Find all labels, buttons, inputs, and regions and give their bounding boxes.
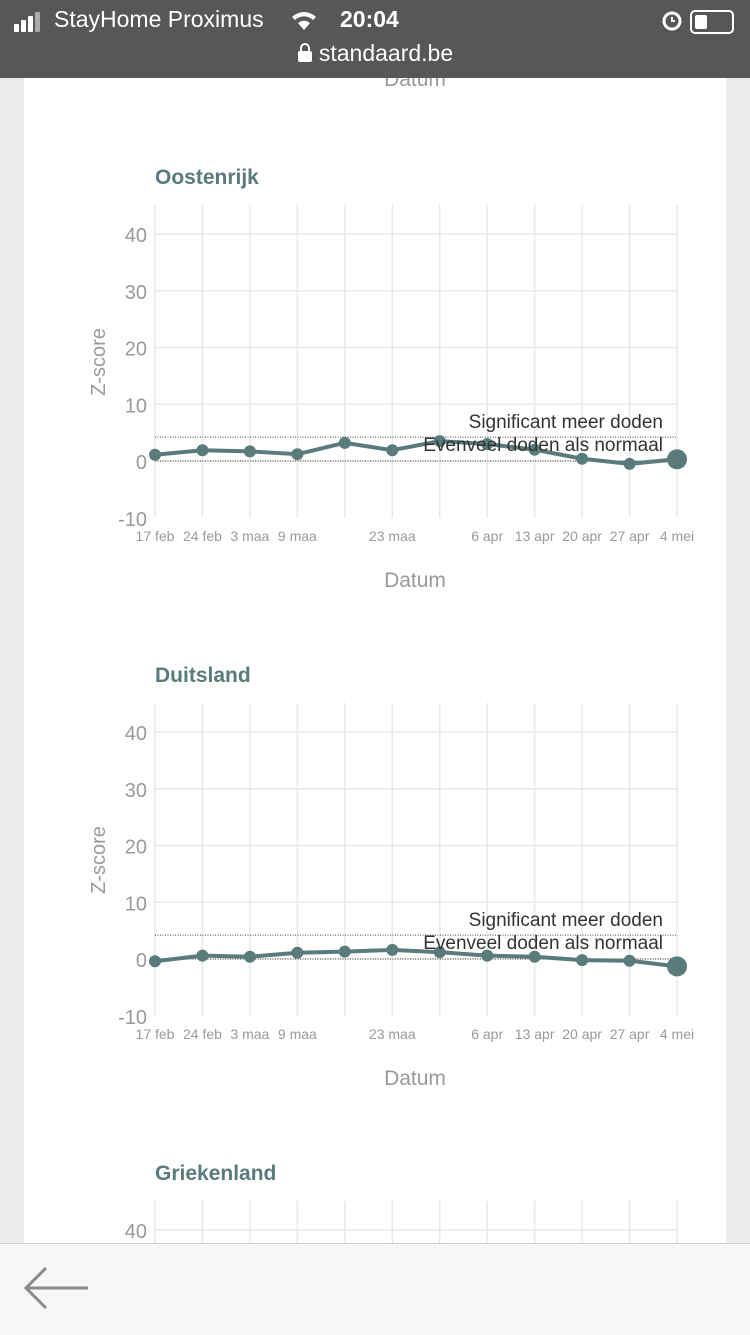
data-point xyxy=(196,444,209,457)
y-tick-label: -10 xyxy=(118,509,147,531)
x-tick-label: 6 apr xyxy=(471,1026,503,1042)
x-tick-label: 13 apr xyxy=(515,1026,555,1042)
y-tick-label: 20 xyxy=(125,837,147,859)
y-tick-label: 10 xyxy=(125,395,147,417)
chart-duitsland: Duitsland -10 0 10 20 30 40 17 feb 24 feb 3 maa 9 … xyxy=(88,664,694,1090)
x-tick-label: 20 apr xyxy=(562,528,602,544)
data-point xyxy=(481,437,494,450)
data-point xyxy=(243,950,256,963)
data-point xyxy=(576,452,589,465)
reference-label: Significant meer doden xyxy=(469,910,663,931)
y-tick-label: 0 xyxy=(136,452,147,474)
data-point xyxy=(433,435,446,448)
wifi-icon xyxy=(292,12,316,30)
url-text: standaard.be xyxy=(318,40,454,66)
carrier-name: StayHome Proximus xyxy=(54,6,264,32)
y-tick-label: 30 xyxy=(125,780,147,802)
x-tick-label: 24 feb xyxy=(183,1026,222,1042)
data-point xyxy=(386,943,399,956)
data-point xyxy=(667,449,687,470)
data-point xyxy=(196,949,209,962)
series-line xyxy=(154,439,678,466)
x-tick-label: 24 feb xyxy=(183,528,222,544)
data-point xyxy=(623,457,636,470)
x-axis-label: Datum xyxy=(384,569,446,592)
y-axis-label: Z-score xyxy=(88,826,110,894)
x-tick-label: 9 maa xyxy=(278,528,317,544)
clock: 20:04 xyxy=(340,6,399,32)
data-point xyxy=(623,954,636,967)
y-axis-label: Z-score xyxy=(88,328,110,396)
data-point xyxy=(667,956,687,977)
x-tick-label: 27 apr xyxy=(610,528,650,544)
alarm-icon xyxy=(662,11,682,31)
x-tick-label: 23 maa xyxy=(369,1026,416,1042)
x-tick-label: 4 mei xyxy=(660,528,694,544)
data-point xyxy=(149,448,161,461)
x-tick-label: 6 apr xyxy=(471,528,503,544)
battery-icon xyxy=(690,10,734,34)
x-tick-label: 13 apr xyxy=(515,528,555,544)
y-tick-label: -10 xyxy=(118,1007,147,1029)
y-tick-label: 30 xyxy=(125,282,147,304)
data-point xyxy=(338,436,351,449)
data-point xyxy=(243,445,256,458)
browser-toolbar xyxy=(0,1243,750,1335)
back-arrow-icon[interactable] xyxy=(22,1264,92,1312)
y-tick-label: 0 xyxy=(136,950,147,972)
data-point xyxy=(528,443,541,456)
x-tick-label: 9 maa xyxy=(278,1026,317,1042)
y-tick-label: 40 xyxy=(125,1221,147,1243)
x-axis-label: Datum xyxy=(384,1067,446,1090)
signal-icon xyxy=(14,12,42,32)
data-point xyxy=(481,949,494,962)
reference-label: Evenveel doden als normaal xyxy=(423,933,663,954)
data-point xyxy=(433,946,446,959)
y-tick-label: 10 xyxy=(125,893,147,915)
lock-icon xyxy=(297,43,312,62)
data-point xyxy=(291,448,304,461)
chart-griekenland: Griekenland 40 xyxy=(125,1162,678,1256)
data-point xyxy=(338,945,351,958)
data-point xyxy=(576,954,589,967)
chart-title: Griekenland xyxy=(155,1162,276,1185)
status-bar: StayHome Proximus 20:04 standaard.be xyxy=(0,0,750,78)
x-tick-label: 17 feb xyxy=(136,1026,175,1042)
chart-title: Duitsland xyxy=(155,664,251,687)
data-point xyxy=(386,444,399,457)
url-bar[interactable]: standaard.be xyxy=(0,40,750,67)
page-card xyxy=(24,0,726,1334)
y-tick-label: 20 xyxy=(125,339,147,361)
data-point xyxy=(291,946,304,959)
data-point xyxy=(528,950,541,963)
series-line xyxy=(154,947,678,969)
reference-label: Significant meer doden xyxy=(469,412,663,433)
x-tick-label: 3 maa xyxy=(230,1026,269,1042)
data-point xyxy=(149,955,161,968)
chart-title: Oostenrijk xyxy=(155,166,259,189)
chart-oostenrijk: Oostenrijk -10 0 10 20 30 40 17 feb 24 feb 3 maa 9… xyxy=(88,166,694,592)
reference-label: Evenveel doden als normaal xyxy=(423,435,663,456)
x-tick-label: 20 apr xyxy=(562,1026,602,1042)
x-tick-label: 3 maa xyxy=(230,528,269,544)
y-tick-label: 40 xyxy=(125,225,147,247)
y-tick-label: 40 xyxy=(125,723,147,745)
x-tick-label: 17 feb xyxy=(136,528,175,544)
x-tick-label: 27 apr xyxy=(610,1026,650,1042)
x-tick-label: 4 mei xyxy=(660,1026,694,1042)
x-tick-label: 23 maa xyxy=(369,528,416,544)
